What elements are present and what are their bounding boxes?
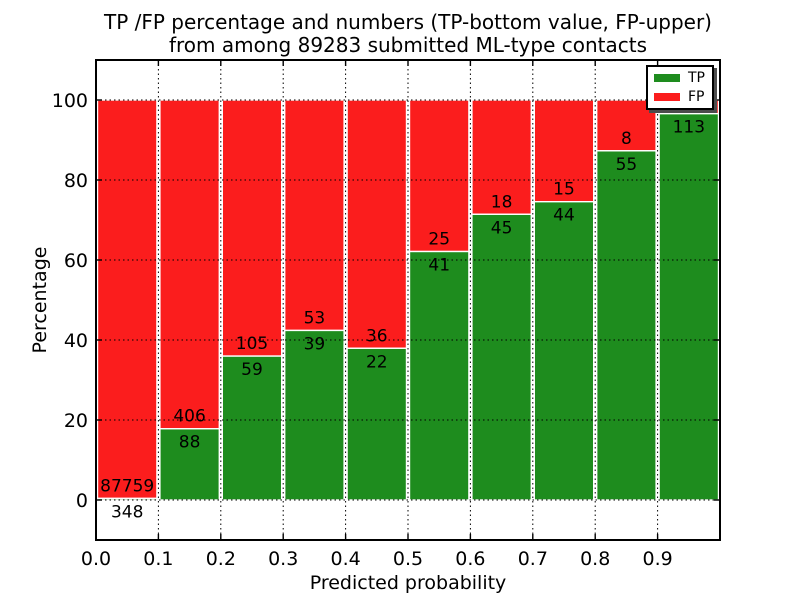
tp-bar-segment — [533, 200, 595, 501]
y-tick-label: 40 — [64, 330, 88, 352]
y-tick-label: 80 — [64, 170, 88, 192]
tp-bar-segment — [408, 250, 470, 501]
x-tick-label: 0.7 — [518, 548, 548, 570]
legend-label-fp: FP — [688, 89, 705, 105]
tp-bar-segment — [346, 347, 408, 501]
fp-count-label: 36 — [366, 326, 388, 346]
tp-count-label: 39 — [304, 334, 326, 354]
tp-count-label: 45 — [491, 218, 513, 238]
tp-bar-segment — [159, 428, 220, 501]
fp-bar-segment — [408, 99, 470, 253]
tp-bar-segment — [471, 213, 532, 501]
tp-bar-segment — [221, 355, 283, 501]
chart-title-line2: from among 89283 submitted ML-type conta… — [168, 33, 648, 57]
chart-title-line1: TP /FP percentage and numbers (TP-bottom… — [104, 10, 712, 34]
legend-label-tp: TP — [688, 70, 705, 86]
fp-bar-segment — [346, 99, 408, 349]
legend: TP FP — [646, 65, 714, 110]
x-tick-label: 0.2 — [206, 548, 236, 570]
legend-swatch-tp-icon — [654, 74, 680, 82]
tp-count-label: 88 — [179, 433, 201, 453]
x-tick-label: 0.0 — [81, 548, 111, 570]
tp-count-label: 59 — [241, 360, 263, 380]
x-tick-label: 0.9 — [642, 548, 672, 570]
chart-title: TP /FP percentage and numbers (TP-bottom… — [104, 11, 712, 57]
tp-count-label: 348 — [111, 502, 143, 522]
fp-bar-segment — [159, 99, 220, 430]
legend-entry-tp: TP — [654, 71, 706, 85]
fp-bar-segment — [221, 99, 283, 357]
fp-count-label: 8 — [621, 129, 632, 149]
fp-bar-segment — [284, 99, 345, 332]
legend-swatch-fp-icon — [654, 93, 680, 101]
x-axis-label: Predicted probability — [309, 572, 507, 594]
tp-bar-segment — [96, 497, 158, 501]
fp-count-label: 53 — [304, 308, 326, 328]
tp-count-label: 113 — [673, 118, 705, 138]
fp-count-label: 105 — [236, 334, 268, 354]
tp-count-label: 22 — [366, 352, 388, 372]
y-tick-label: 60 — [64, 250, 88, 272]
fp-bar-segment — [96, 99, 158, 500]
fp-count-label: 87759 — [100, 476, 154, 496]
x-tick-label: 0.8 — [580, 548, 610, 570]
y-axis-label: Percentage — [29, 246, 51, 354]
tp-count-label: 44 — [553, 206, 575, 226]
x-tick-label: 0.3 — [268, 548, 298, 570]
tp-bar-segment — [284, 329, 345, 501]
tp-bar-segment — [658, 112, 720, 501]
fp-count-label: 406 — [173, 407, 205, 427]
y-tick-label: 100 — [52, 90, 88, 112]
y-tick-label: 20 — [64, 410, 88, 432]
x-tick-label: 0.6 — [455, 548, 485, 570]
x-tick-label: 0.4 — [330, 548, 360, 570]
legend-entry-fp: FP — [654, 90, 706, 104]
fp-count-label: 25 — [428, 230, 450, 250]
fp-count-label: 18 — [491, 192, 513, 212]
tp-bar-segment — [596, 150, 657, 501]
fp-count-label: 15 — [553, 180, 575, 200]
tp-count-label: 55 — [616, 155, 638, 175]
x-tick-label: 0.1 — [143, 548, 173, 570]
x-tick-label: 0.5 — [393, 548, 423, 570]
tp-count-label: 41 — [428, 256, 450, 276]
y-tick-label: 0 — [76, 490, 88, 512]
